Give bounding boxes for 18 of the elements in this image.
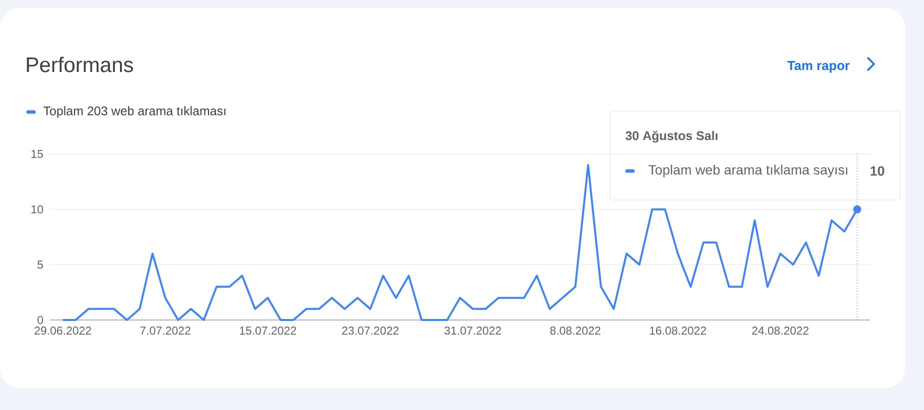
chart-title: Performans [26, 56, 133, 72]
y-tick-label: 10 [32, 205, 44, 214]
annotation: 10 [870, 166, 884, 176]
text: Tam rapor [787, 61, 850, 73]
x-tick-label: 16.08.2022 [650, 326, 706, 335]
legend-label: Toplam 203 web arama tıklaması [43, 106, 226, 118]
x-tick-label: 23.07.2022 [342, 326, 399, 335]
x-tick-label: 7.07.2022 [140, 326, 190, 335]
y-tick-label: 0 [38, 316, 44, 324]
x-tick-label: 29.06.2022 [34, 326, 92, 335]
y-tick-label: 5 [38, 260, 43, 269]
x-tick-label: 15.07.2022 [240, 326, 296, 335]
text: 30 Ağustos Salı [625, 130, 718, 143]
x-tick-label: 24.08.2022 [752, 326, 809, 335]
x-tick-label: 8.08.2022 [550, 326, 600, 335]
y-tick-label: 15 [32, 150, 43, 158]
annotation: Toplam web arama tıklama sayısı [648, 164, 848, 178]
x-tick-label: 31.07.2022 [444, 326, 502, 335]
